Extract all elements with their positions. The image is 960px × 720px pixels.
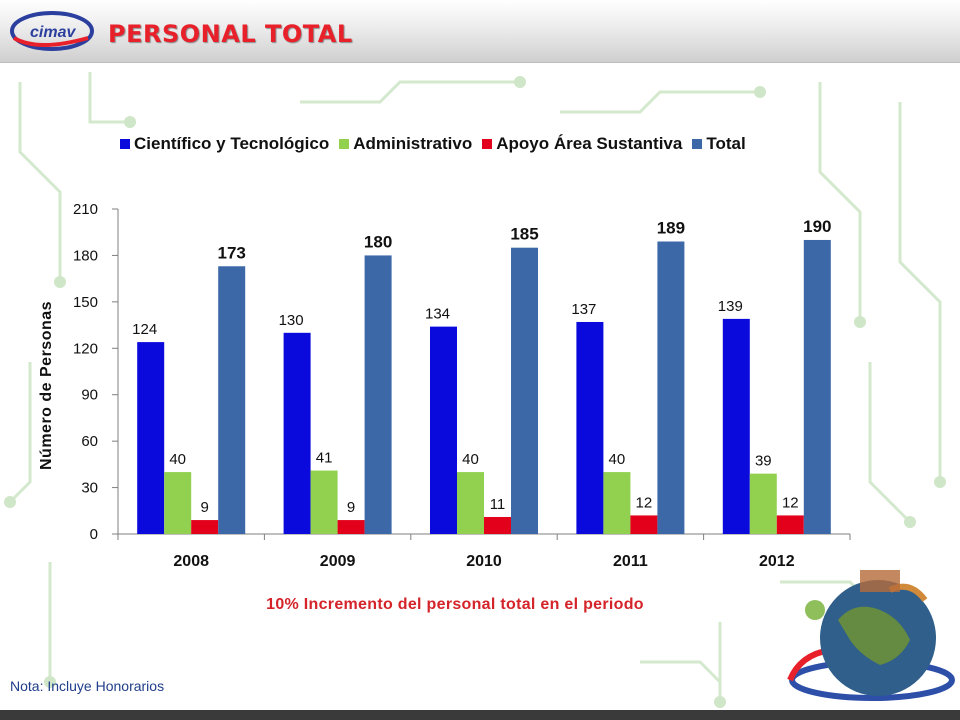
bottom-bar xyxy=(0,710,960,720)
bar xyxy=(657,241,685,534)
y-tick-label: 60 xyxy=(81,433,98,450)
y-tick-label: 90 xyxy=(81,387,98,404)
legend-label: Científico y Tecnológico xyxy=(134,134,330,153)
data-label: 134 xyxy=(425,306,450,323)
chart-legend: Científico y Tecnológico Administrativo … xyxy=(120,134,756,154)
bar xyxy=(430,326,457,534)
legend-label: Administrativo xyxy=(353,134,473,153)
bar xyxy=(218,266,246,534)
footnote: Nota: Incluye Honorarios xyxy=(10,678,165,694)
data-label: 173 xyxy=(218,243,246,262)
header-bar xyxy=(0,0,960,63)
cimav-logo: cimav xyxy=(10,11,94,51)
bar xyxy=(310,470,338,534)
circuit-background xyxy=(4,72,946,708)
data-label: 137 xyxy=(571,301,596,318)
y-tick-label: 180 xyxy=(73,247,98,264)
data-label: 40 xyxy=(462,451,479,468)
bar xyxy=(630,515,658,534)
x-tick-label: 2011 xyxy=(613,553,648,570)
bar xyxy=(776,515,804,534)
legend-swatch xyxy=(692,139,703,149)
legend-item: Total xyxy=(692,134,746,154)
bar xyxy=(749,473,777,534)
data-label: 185 xyxy=(510,225,538,244)
x-tick-label: 2010 xyxy=(466,553,502,570)
data-label: 124 xyxy=(132,321,157,338)
data-label: 12 xyxy=(636,494,653,511)
data-label: 40 xyxy=(609,451,626,468)
data-label: 190 xyxy=(803,217,831,236)
x-tick-label: 2009 xyxy=(320,553,356,570)
bar xyxy=(484,516,511,534)
y-tick-label: 0 xyxy=(90,526,98,543)
page-title: PERSONAL TOTAL xyxy=(108,20,353,48)
data-label: 180 xyxy=(364,232,392,251)
data-label: 189 xyxy=(657,219,685,238)
bar xyxy=(364,255,392,534)
bar xyxy=(576,321,604,534)
data-label: 130 xyxy=(279,312,304,329)
y-tick-label: 120 xyxy=(73,340,98,357)
legend-item: Científico y Tecnológico xyxy=(120,134,329,154)
bar xyxy=(137,342,165,534)
legend-swatch xyxy=(482,139,493,149)
legend-swatch xyxy=(120,139,130,149)
legend-label: Apoyo Área Sustantiva xyxy=(496,134,683,153)
data-label: 40 xyxy=(169,451,186,468)
data-label: 12 xyxy=(782,494,799,511)
bar xyxy=(337,520,365,534)
bar xyxy=(164,472,192,534)
legend-label: Total xyxy=(706,134,746,153)
bar xyxy=(511,247,538,534)
y-tick-label: 210 xyxy=(73,201,98,218)
bar xyxy=(191,520,219,534)
data-label: 39 xyxy=(755,453,772,470)
bar xyxy=(722,318,750,534)
data-label: 9 xyxy=(201,499,209,516)
globe-illustration xyxy=(787,570,955,701)
legend-item: Administrativo xyxy=(339,134,472,154)
y-tick-label: 150 xyxy=(73,294,98,311)
bar xyxy=(457,472,484,534)
x-tick-label: 2008 xyxy=(173,553,209,570)
data-label: 41 xyxy=(316,450,333,467)
data-label: 9 xyxy=(347,499,355,516)
x-tick-label: 2012 xyxy=(759,553,795,570)
chart-annotation: 10% Incremento del personal total en el … xyxy=(266,596,644,613)
legend-swatch xyxy=(339,139,350,149)
bar xyxy=(283,332,311,534)
bar xyxy=(603,472,631,534)
svg-text:cimav: cimav xyxy=(30,24,76,41)
data-label: 139 xyxy=(718,298,743,315)
data-label: 11 xyxy=(490,496,506,513)
bar xyxy=(803,239,831,534)
legend-item: Apoyo Área Sustantiva xyxy=(482,134,682,154)
y-tick-label: 30 xyxy=(81,480,98,497)
